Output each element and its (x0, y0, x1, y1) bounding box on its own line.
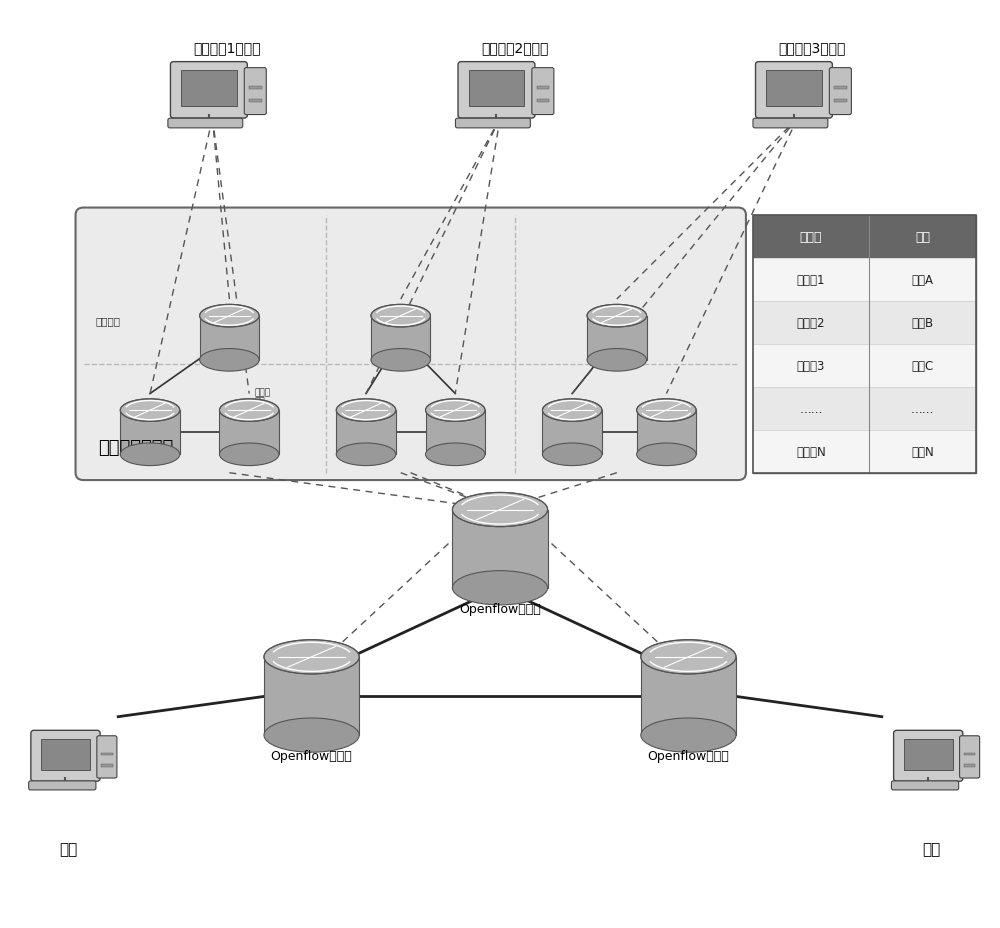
Polygon shape (426, 411, 485, 455)
FancyBboxPatch shape (97, 736, 117, 779)
Bar (766, 71, 822, 107)
Bar (101, 753, 113, 755)
Ellipse shape (336, 399, 396, 422)
Ellipse shape (219, 444, 279, 466)
Bar (537, 87, 549, 90)
Text: Openflow交换机: Openflow交换机 (271, 749, 352, 762)
Bar (904, 739, 953, 770)
Polygon shape (641, 657, 736, 735)
Polygon shape (542, 411, 602, 455)
FancyBboxPatch shape (76, 208, 746, 481)
FancyBboxPatch shape (829, 69, 851, 115)
FancyBboxPatch shape (753, 119, 828, 129)
FancyBboxPatch shape (168, 119, 243, 129)
Text: 流规则2: 流规则2 (797, 316, 825, 329)
Text: 虚网C: 虚网C (911, 359, 934, 372)
Bar (181, 71, 237, 107)
Bar (964, 765, 975, 767)
Text: 流规则N: 流规则N (796, 445, 826, 458)
Bar (41, 739, 90, 770)
Polygon shape (200, 316, 259, 360)
Ellipse shape (219, 399, 279, 422)
Text: 流规则1: 流规则1 (797, 274, 825, 287)
Bar (753, 431, 976, 473)
Text: 虚网B: 虚网B (911, 316, 934, 329)
Ellipse shape (200, 305, 259, 328)
Polygon shape (637, 411, 696, 455)
Bar (753, 215, 976, 259)
Text: 终端: 终端 (922, 841, 941, 856)
Ellipse shape (542, 399, 602, 422)
Ellipse shape (371, 305, 430, 328)
Text: 虚网N: 虚网N (911, 445, 934, 458)
Ellipse shape (641, 718, 736, 753)
Text: 虚拟网络2控制器: 虚拟网络2控制器 (481, 41, 549, 55)
Text: Openflow交换机: Openflow交换机 (648, 749, 729, 762)
Bar (537, 100, 549, 103)
Ellipse shape (587, 305, 647, 328)
Text: 终端: 终端 (60, 841, 78, 856)
Bar (249, 100, 262, 103)
FancyBboxPatch shape (960, 736, 980, 779)
FancyBboxPatch shape (244, 69, 266, 115)
Text: 虚网: 虚网 (915, 231, 930, 244)
Text: 流规则: 流规则 (800, 231, 822, 244)
Ellipse shape (641, 640, 736, 675)
Ellipse shape (426, 444, 485, 466)
Polygon shape (264, 657, 359, 735)
Bar (753, 387, 976, 431)
Bar (753, 344, 976, 387)
Text: 网络虚拟化平台: 网络虚拟化平台 (98, 439, 174, 457)
FancyBboxPatch shape (29, 781, 96, 790)
Bar (753, 302, 976, 344)
Text: 流规则3: 流规则3 (797, 359, 825, 372)
Text: ……: …… (799, 403, 823, 416)
Bar (834, 100, 847, 103)
Ellipse shape (637, 399, 696, 422)
Text: 虚拟网络: 虚拟网络 (95, 316, 120, 326)
Bar (834, 87, 847, 90)
FancyBboxPatch shape (891, 781, 959, 790)
FancyBboxPatch shape (31, 730, 100, 781)
Polygon shape (336, 411, 396, 455)
FancyBboxPatch shape (170, 62, 247, 119)
Ellipse shape (264, 640, 359, 675)
Ellipse shape (371, 349, 430, 372)
Ellipse shape (452, 571, 548, 605)
Ellipse shape (637, 444, 696, 466)
Ellipse shape (426, 399, 485, 422)
Polygon shape (587, 316, 647, 360)
Ellipse shape (120, 444, 180, 466)
FancyBboxPatch shape (756, 62, 832, 119)
Text: 虚拟网络1控制器: 虚拟网络1控制器 (194, 41, 261, 55)
Text: 虚拟交
换机: 虚拟交 换机 (254, 388, 270, 406)
Polygon shape (219, 411, 279, 455)
Text: 虚拟网络3控制器: 虚拟网络3控制器 (779, 41, 846, 55)
FancyBboxPatch shape (894, 730, 963, 781)
Bar (753, 259, 976, 302)
Ellipse shape (336, 444, 396, 466)
Text: Openflow交换机: Openflow交换机 (459, 602, 541, 615)
FancyBboxPatch shape (458, 62, 535, 119)
Polygon shape (452, 510, 548, 588)
Bar (249, 87, 262, 90)
Ellipse shape (452, 493, 548, 527)
Polygon shape (120, 411, 180, 455)
Bar (753, 215, 976, 473)
Bar (964, 753, 975, 755)
Ellipse shape (200, 349, 259, 372)
Polygon shape (371, 316, 430, 360)
Ellipse shape (542, 444, 602, 466)
Text: ……: …… (911, 403, 934, 416)
Ellipse shape (264, 718, 359, 753)
Ellipse shape (587, 349, 647, 372)
FancyBboxPatch shape (455, 119, 530, 129)
Bar (469, 71, 524, 107)
FancyBboxPatch shape (532, 69, 554, 115)
Ellipse shape (120, 399, 180, 422)
Text: 虚网A: 虚网A (911, 274, 933, 287)
Bar (101, 765, 113, 767)
Bar (753, 215, 976, 473)
